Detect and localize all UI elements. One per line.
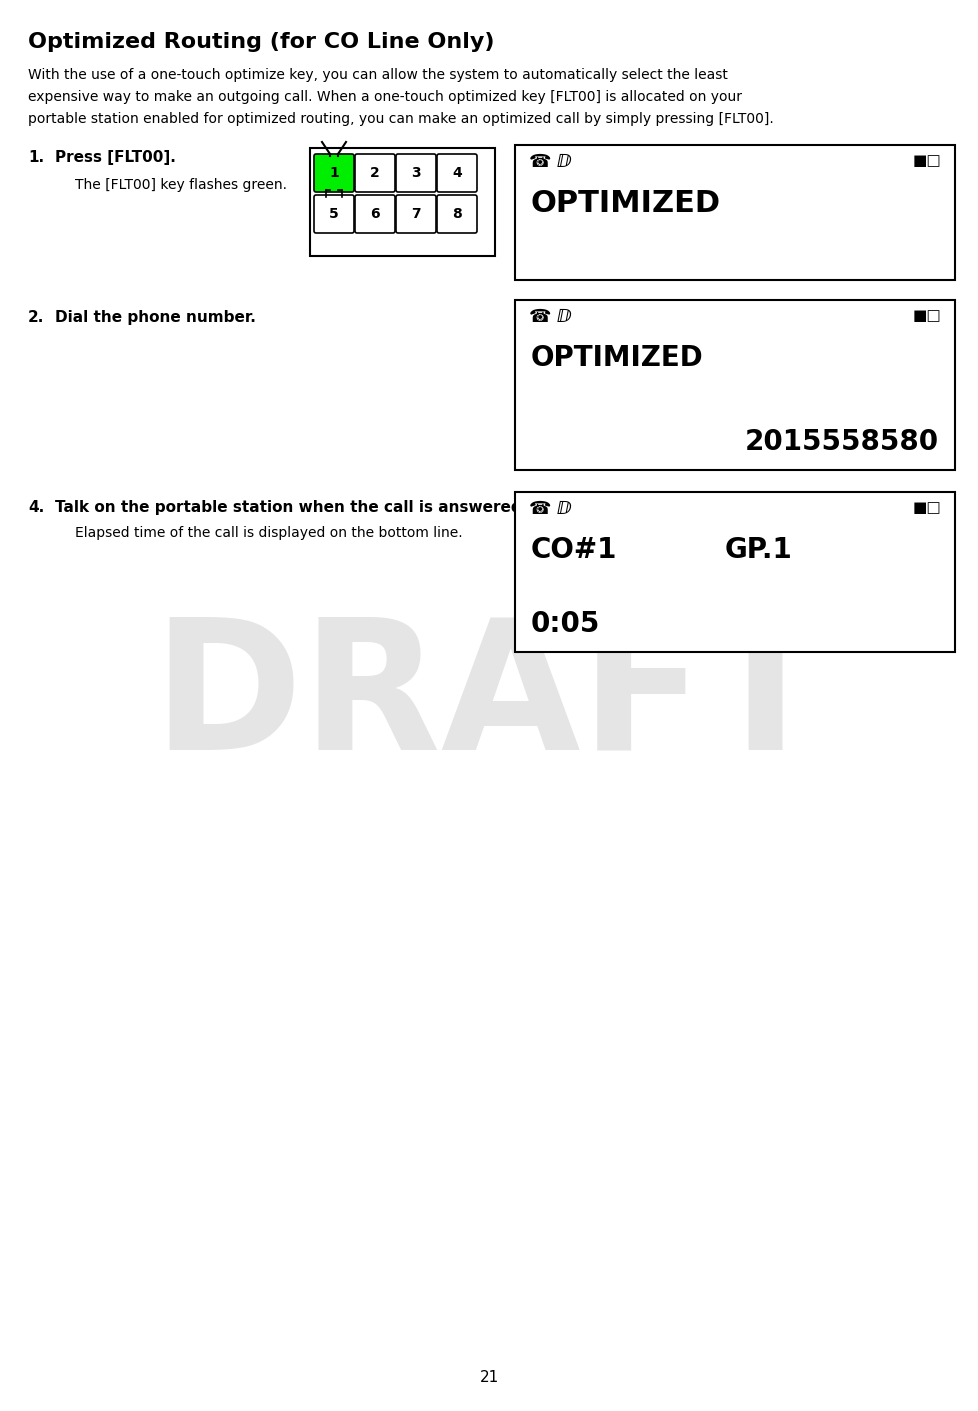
Text: portable station enabled for optimized routing, you can make an optimized call b: portable station enabled for optimized r…: [28, 111, 773, 126]
Text: 3: 3: [411, 166, 421, 181]
Text: ⅅ: ⅅ: [556, 308, 571, 326]
Text: Dial the phone number.: Dial the phone number.: [55, 310, 255, 325]
Text: OPTIMIZED: OPTIMIZED: [530, 344, 703, 373]
Text: 2015558580: 2015558580: [744, 428, 938, 456]
Text: 8: 8: [452, 207, 462, 222]
Bar: [310, 148, 495, 255]
Bar: [514, 301, 954, 470]
FancyBboxPatch shape: [395, 195, 435, 233]
FancyBboxPatch shape: [355, 195, 394, 233]
Text: ■□: ■□: [912, 152, 941, 168]
Bar: [514, 492, 954, 652]
FancyBboxPatch shape: [436, 195, 476, 233]
Text: 7: 7: [411, 207, 421, 222]
Text: 21: 21: [480, 1370, 499, 1386]
Text: CO#1: CO#1: [530, 536, 617, 564]
FancyBboxPatch shape: [395, 154, 435, 192]
Bar: [514, 145, 954, 279]
Text: 4.: 4.: [28, 499, 44, 515]
Text: ☎: ☎: [528, 308, 551, 326]
Text: 2: 2: [370, 166, 379, 181]
FancyBboxPatch shape: [355, 154, 394, 192]
Text: ⅅ: ⅅ: [556, 152, 571, 171]
Text: ☎: ☎: [528, 152, 551, 171]
Text: Talk on the portable station when the call is answered.: Talk on the portable station when the ca…: [55, 499, 527, 515]
Text: 4: 4: [452, 166, 462, 181]
Text: Press [FLT00].: Press [FLT00].: [55, 150, 176, 165]
Text: ⅅ: ⅅ: [556, 499, 571, 518]
Text: 1: 1: [329, 166, 338, 181]
Text: GP.1: GP.1: [725, 536, 792, 564]
Text: DRAFT: DRAFT: [153, 612, 826, 787]
Text: With the use of a one-touch optimize key, you can allow the system to automatica: With the use of a one-touch optimize key…: [28, 68, 727, 82]
Text: ■□: ■□: [912, 308, 941, 323]
Text: ☎: ☎: [528, 499, 551, 518]
Text: ■□: ■□: [912, 499, 941, 515]
Text: 0:05: 0:05: [530, 610, 600, 638]
Text: 1.: 1.: [28, 150, 44, 165]
Text: 6: 6: [370, 207, 379, 222]
FancyBboxPatch shape: [314, 195, 354, 233]
Text: 2.: 2.: [28, 310, 44, 325]
Text: OPTIMIZED: OPTIMIZED: [530, 189, 721, 219]
Text: expensive way to make an outgoing call. When a one-touch optimized key [FLT00] i: expensive way to make an outgoing call. …: [28, 90, 741, 104]
FancyBboxPatch shape: [436, 154, 476, 192]
FancyBboxPatch shape: [314, 154, 354, 192]
Text: Optimized Routing (for CO Line Only): Optimized Routing (for CO Line Only): [28, 32, 494, 52]
Text: Elapsed time of the call is displayed on the bottom line.: Elapsed time of the call is displayed on…: [75, 526, 463, 540]
Text: The [FLT00] key flashes green.: The [FLT00] key flashes green.: [75, 178, 287, 192]
Text: 5: 5: [329, 207, 338, 222]
